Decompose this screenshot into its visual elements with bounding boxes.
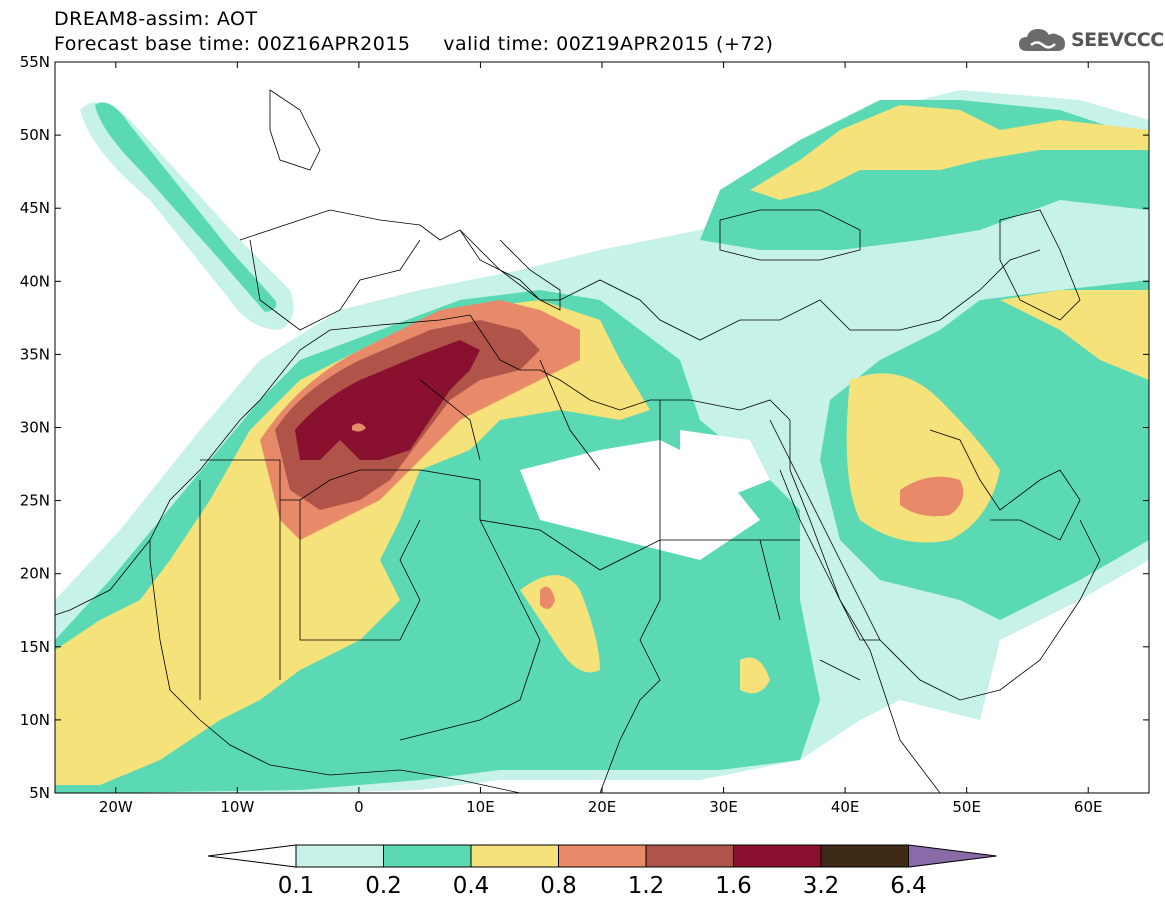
black-sea [719, 209, 861, 261]
colorbar-label: 6.4 [890, 873, 927, 899]
lon-label: 10W [220, 798, 254, 816]
lat-label: 25N [20, 492, 50, 510]
lon-label: 10E [466, 798, 495, 816]
aot-contour-0-4 [740, 657, 770, 694]
colorbar-label: 3.2 [803, 873, 840, 899]
longitude-labels: 20W 10W 0 10E 20E 30E 40E 50E 60E [99, 798, 1103, 816]
lon-label: 0 [354, 798, 364, 816]
colorbar-swatch [470, 844, 559, 868]
colorbar-swatch [645, 844, 734, 868]
aot-contour-0-2 [95, 102, 277, 312]
forecast-time-line: Forecast base time: 00Z16APR2015 valid t… [54, 33, 774, 55]
aot-contour-1-6 [295, 340, 480, 460]
aot-field [55, 62, 1149, 793]
logo-text: SEEVCCC [1071, 29, 1164, 51]
colorbar-under-triangle [207, 844, 297, 868]
lon-label: 20W [99, 798, 133, 816]
aot-contour-0-8 [352, 423, 366, 432]
lon-label: 50E [952, 798, 981, 816]
colorbar-label: 0.2 [365, 873, 402, 899]
lat-label: 5N [29, 784, 50, 802]
lat-label: 45N [20, 199, 50, 217]
lat-label: 40N [20, 272, 50, 290]
colorbar-swatch [295, 844, 384, 868]
persian-gulf [929, 429, 1081, 541]
iberia [249, 239, 421, 331]
colorbar-label: 0.4 [453, 873, 490, 899]
africa-coastline [55, 314, 941, 793]
latitude-labels: 55N 50N 45N 40N 35N 30N 25N 20N 15N 10N 5N [20, 53, 50, 802]
map-title: DREAM8-assim: AOT [54, 8, 258, 30]
axis-ticks [55, 61, 1149, 794]
aot-contour-0-8 [900, 476, 964, 517]
lat-label: 30N [20, 419, 50, 437]
aot-contour-0-4 [750, 105, 1149, 200]
colorbar-swatch [820, 844, 909, 868]
lon-label: 60E [1074, 798, 1103, 816]
lat-label: 20N [20, 565, 50, 583]
caspian-sea [999, 209, 1081, 321]
colorbar-label: 1.6 [715, 873, 752, 899]
europe-coastline [239, 209, 1041, 341]
aot-contour-0-4 [55, 300, 650, 785]
africa-west-coast [149, 540, 521, 793]
italy [459, 229, 561, 311]
colorbar-label: 0.8 [540, 873, 577, 899]
britain [269, 89, 321, 171]
lat-label: 10N [20, 711, 50, 729]
aot-contour-0-4 [1000, 290, 1149, 380]
lat-label: 50N [20, 126, 50, 144]
coastlines-and-borders [55, 89, 1101, 793]
colorbar-over-triangle [908, 844, 997, 868]
lat-label: 55N [20, 53, 50, 71]
aot-clear-area [680, 430, 770, 500]
arabia-coast [879, 519, 1101, 701]
lon-label: 20E [588, 798, 617, 816]
lat-label: 15N [20, 638, 50, 656]
aot-contour-0-8 [540, 586, 555, 609]
colorbar-label: 1.2 [628, 873, 665, 899]
lat-label: 35N [20, 345, 50, 363]
lon-label: 30E [709, 798, 738, 816]
country-borders [199, 359, 861, 793]
lon-label: 40E [831, 798, 860, 816]
colorbar-swatch [733, 844, 822, 868]
cloud-icon [1019, 29, 1065, 51]
colorbar: 0.1 0.2 0.4 0.8 1.2 1.6 3.2 6.4 [207, 844, 997, 899]
colorbar-swatch [383, 844, 472, 868]
colorbar-label: 0.1 [278, 873, 315, 899]
colorbar-swatch [558, 844, 647, 868]
seevccc-logo: SEEVCCC [1017, 23, 1164, 57]
